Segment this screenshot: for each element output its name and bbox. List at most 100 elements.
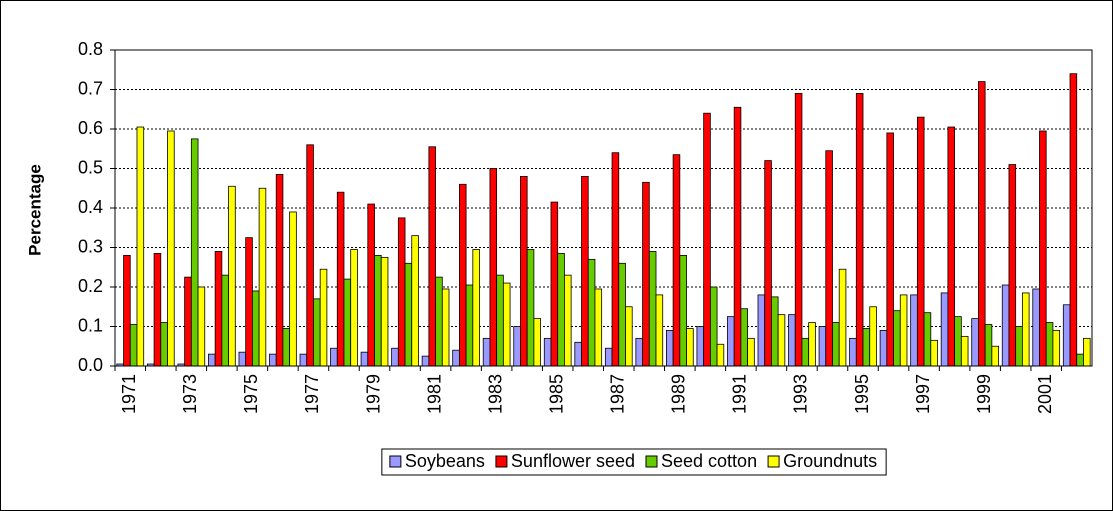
y-tick-label: 0.1: [78, 315, 103, 335]
bar: [208, 353, 216, 367]
bar: [886, 132, 894, 367]
y-tick-label: 0.6: [78, 118, 103, 138]
x-tick-label: 1981: [424, 374, 444, 414]
bar: [245, 237, 253, 367]
bar: [916, 116, 925, 367]
bar: [557, 253, 565, 367]
bar: [825, 150, 833, 367]
bar: [635, 337, 643, 367]
bar: [275, 174, 284, 367]
y-tick-label: 0.7: [78, 78, 103, 98]
legend: Soybeans Sunflower seed Seed cotton Groundn…: [381, 448, 887, 476]
x-tick-label: 1975: [241, 374, 261, 414]
bar: [350, 249, 358, 367]
bar: [594, 288, 603, 367]
plot-border: [114, 49, 1093, 367]
bar: [502, 282, 511, 367]
bar: [184, 276, 192, 367]
bar: [380, 256, 389, 367]
bar: [740, 308, 749, 367]
bar: [581, 175, 589, 367]
bar: [696, 326, 705, 367]
bar: [452, 349, 460, 367]
bar: [855, 93, 864, 367]
bar: [228, 185, 236, 367]
bar: [930, 339, 938, 367]
x-tick-label: 1999: [974, 374, 994, 414]
x-tick-label: 1995: [852, 374, 872, 414]
x-tick-label: 1973: [180, 374, 200, 414]
bar: [757, 294, 766, 367]
bar: [299, 353, 308, 367]
bar: [550, 201, 559, 367]
bar: [411, 235, 419, 367]
bar: [862, 328, 871, 367]
bar: [1076, 353, 1084, 367]
bar: [788, 314, 796, 367]
bar: [543, 337, 552, 367]
bar: [655, 294, 664, 367]
bar: [764, 160, 772, 367]
bar: [1069, 73, 1078, 367]
bar: [618, 262, 626, 367]
bar: [832, 322, 840, 367]
bar: [703, 112, 711, 367]
bar: [360, 351, 369, 367]
bar: [153, 253, 162, 367]
x-tick-label: 1971: [119, 374, 139, 414]
bar: [458, 183, 467, 367]
legend-swatch: [495, 455, 508, 468]
x-tick-label: 1983: [485, 374, 505, 414]
legend-label: Seed cotton: [661, 451, 757, 471]
bar: [564, 274, 572, 367]
bar: [838, 268, 847, 367]
bar: [604, 347, 613, 367]
bar: [991, 345, 999, 367]
y-tick-label: 0.4: [78, 197, 103, 217]
bar: [910, 294, 918, 367]
x-tick-label: 1979: [363, 374, 383, 414]
x-tick-label: 1989: [669, 374, 689, 414]
bar: [520, 175, 528, 367]
legend-swatch: [389, 455, 402, 468]
bar: [482, 337, 491, 367]
y-axis-label: Percentage: [25, 164, 44, 256]
bar: [374, 254, 382, 367]
bar: [160, 322, 168, 367]
bar: [716, 343, 725, 367]
bar: [971, 318, 979, 367]
bar: [391, 347, 399, 367]
bar: [343, 278, 352, 367]
bar: [849, 337, 857, 367]
bar: [1083, 337, 1091, 367]
bar: [771, 296, 779, 367]
x-tick-label: 2001: [1035, 374, 1055, 414]
bar: [123, 254, 131, 367]
y-tick-label: 0.2: [78, 276, 103, 296]
bar: [940, 292, 949, 367]
legend-swatch: [645, 455, 658, 468]
bar: [404, 262, 413, 367]
bar: [306, 144, 314, 367]
bar: [319, 268, 328, 367]
y-tick-label: 0.3: [78, 236, 103, 256]
bar: [214, 251, 223, 367]
bar: [221, 274, 229, 367]
bar: [1039, 130, 1047, 367]
legend-label: Soybeans: [405, 451, 485, 471]
bar: [893, 310, 901, 367]
bar: [747, 337, 755, 367]
x-tick-label: 1985: [546, 374, 566, 414]
bar: [1052, 330, 1061, 367]
bar: [1032, 288, 1040, 367]
x-tick-label: 1977: [302, 374, 322, 414]
bar: [1001, 284, 1010, 367]
bar: [496, 274, 504, 367]
bar: [869, 306, 877, 367]
bar: [269, 353, 277, 367]
bar: [489, 168, 498, 367]
bar: [679, 254, 687, 367]
bar: [642, 181, 650, 367]
x-tick-label: 1997: [913, 374, 933, 414]
bar: [574, 341, 582, 367]
